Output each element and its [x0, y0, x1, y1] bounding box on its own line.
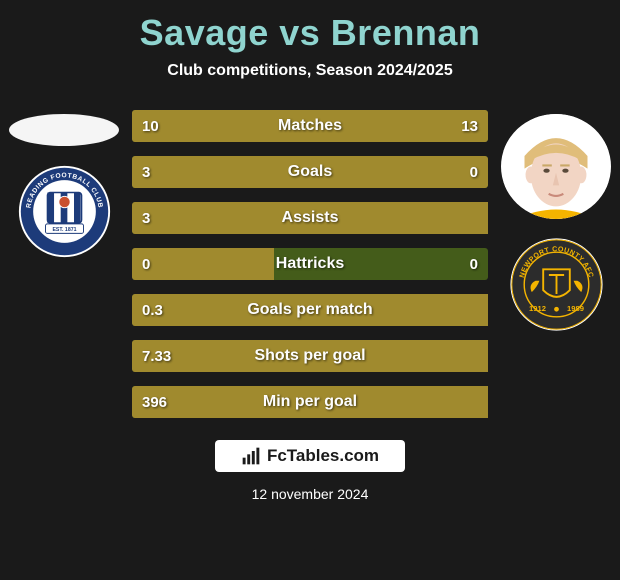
stat-row: 396 Min per goal: [132, 386, 488, 418]
stat-label: Hattricks: [276, 255, 344, 273]
stat-row: 3 Assists: [132, 202, 488, 234]
brand-badge: FcTables.com: [215, 440, 405, 472]
stat-value-right: 0: [470, 256, 478, 273]
stat-label: Goals: [288, 163, 332, 181]
stat-value-left: 0.3: [142, 302, 163, 319]
player-left-crest: READING FOOTBALL CLUB EST. 1871: [17, 164, 112, 259]
bar-fill-left: [132, 156, 417, 188]
player-right-face: [501, 114, 611, 219]
stat-value-left: 10: [142, 118, 159, 135]
chart-icon: [241, 446, 261, 466]
stat-value-left: 0: [142, 256, 150, 273]
svg-text:1912: 1912: [529, 304, 546, 313]
stat-row: 10 Matches 13: [132, 110, 488, 142]
stat-row: 7.33 Shots per goal: [132, 340, 488, 372]
left-column: READING FOOTBALL CLUB EST. 1871: [4, 110, 124, 418]
right-column: NEWPORT COUNTY AFC 1912 1989: [496, 110, 616, 418]
stat-label: Shots per goal: [254, 347, 365, 365]
brand-text: FcTables.com: [267, 446, 379, 466]
stat-value-left: 3: [142, 210, 150, 227]
stat-label: Matches: [278, 117, 342, 135]
player-left-face: [9, 114, 119, 146]
stat-row: 0.3 Goals per match: [132, 294, 488, 326]
stat-value-left: 3: [142, 164, 150, 181]
date-text: 12 november 2024: [252, 486, 369, 502]
bars-column: 10 Matches 13 3 Goals 0 3 Assists 0 Hattricks 0 0.3…: [132, 110, 488, 418]
infographic-container: Savage vs Brennan Club competitions, Sea…: [0, 0, 620, 580]
page-title: Savage vs Brennan: [0, 12, 620, 54]
subtitle: Club competitions, Season 2024/2025: [0, 62, 620, 80]
content-row: READING FOOTBALL CLUB EST. 1871 10 Matche…: [0, 110, 620, 418]
player-right-crest: NEWPORT COUNTY AFC 1912 1989: [509, 237, 604, 332]
stat-label: Min per goal: [263, 393, 357, 411]
stat-value-left: 7.33: [142, 348, 171, 365]
bar-fill-left: [132, 248, 274, 280]
stat-row: 3 Goals 0: [132, 156, 488, 188]
stat-label: Assists: [282, 209, 339, 227]
svg-text:1989: 1989: [567, 304, 584, 313]
stat-label: Goals per match: [247, 301, 372, 319]
stat-row: 0 Hattricks 0: [132, 248, 488, 280]
stat-value-left: 396: [142, 394, 167, 411]
stat-value-right: 0: [470, 164, 478, 181]
svg-text:EST. 1871: EST. 1871: [52, 227, 76, 233]
footer: FcTables.com 12 november 2024: [0, 440, 620, 502]
stat-value-right: 13: [461, 118, 478, 135]
